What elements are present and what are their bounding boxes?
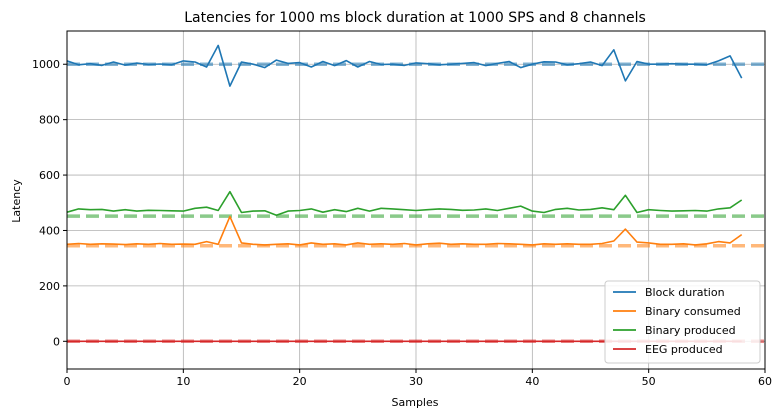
x-tick-label: 40 <box>525 375 539 388</box>
eeg-produced-legend-label: EEG produced <box>645 343 723 356</box>
x-tick-label: 0 <box>64 375 71 388</box>
x-tick-label: 50 <box>642 375 656 388</box>
x-tick-label: 10 <box>176 375 190 388</box>
y-tick-label: 0 <box>53 335 60 348</box>
binary-consumed-legend-label: Binary consumed <box>645 305 741 318</box>
chart-title: Latencies for 1000 ms block duration at … <box>184 10 646 26</box>
y-axis-label: Latency <box>10 179 23 223</box>
y-tick-label: 800 <box>39 114 60 127</box>
x-tick-label: 30 <box>409 375 423 388</box>
block-duration-series-line <box>66 44 743 87</box>
y-tick-label: 1000 <box>32 58 60 71</box>
y-tick-label: 600 <box>39 169 60 182</box>
binary-consumed-series-line <box>66 215 743 246</box>
y-tick-label: 400 <box>39 224 60 237</box>
y-tick-label: 200 <box>39 280 60 293</box>
binary-produced-series-line <box>66 190 743 216</box>
legend-box <box>604 280 761 364</box>
x-tick-label: 20 <box>293 375 307 388</box>
binary-produced-legend-label: Binary produced <box>645 324 736 337</box>
x-tick-label: 60 <box>758 375 772 388</box>
legend: Block duration Binary consumed Binary prod… <box>604 280 761 364</box>
x-axis-label: Samples <box>392 396 439 409</box>
block-duration-legend-label: Block duration <box>645 286 725 299</box>
series-layer <box>66 44 765 344</box>
